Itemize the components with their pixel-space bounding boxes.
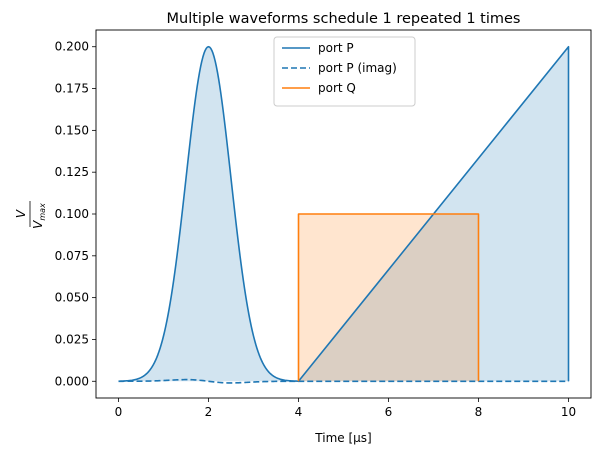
y-label-denominator: Vmax xyxy=(31,203,47,229)
y-label-numerator: V xyxy=(14,209,28,218)
y-label-denominator-sub: max xyxy=(38,203,47,221)
y-tick-label: 0.050 xyxy=(55,291,89,305)
x-tick-label: 0 xyxy=(115,405,123,419)
legend-label-port-q: port Q xyxy=(318,81,356,95)
series-fill-port-p xyxy=(118,46,569,382)
chart-title: Multiple waveforms schedule 1 repeated 1… xyxy=(167,11,521,27)
x-tick-label: 4 xyxy=(295,405,303,419)
y-tick-label: 0.125 xyxy=(55,165,89,179)
x-tick-label: 10 xyxy=(561,405,576,419)
series-lines xyxy=(118,45,570,384)
x-axis: 0 2 4 6 8 10 xyxy=(115,398,576,419)
legend-label-port-p-imag: port P (imag) xyxy=(318,61,397,75)
legend-label-port-p: port P xyxy=(318,41,354,55)
x-axis-label: Time [μs] xyxy=(314,431,371,445)
x-tick-label: 2 xyxy=(205,405,213,419)
y-tick-label: 0.075 xyxy=(55,249,89,263)
y-tick-label: 0.200 xyxy=(55,40,89,54)
y-axis-label: V Vmax xyxy=(14,201,47,229)
y-tick-label: 0.100 xyxy=(55,207,89,221)
legend: port P port P (imag) port Q xyxy=(273,36,416,107)
x-tick-label: 8 xyxy=(475,405,483,419)
y-tick-label: 0.025 xyxy=(55,332,89,346)
y-tick-label: 0.150 xyxy=(55,123,89,137)
series-line-port-p-imag xyxy=(118,378,569,384)
series-line-port-q xyxy=(297,213,480,382)
y-tick-label: 0.175 xyxy=(55,82,89,96)
series-line-port-p xyxy=(118,45,570,383)
y-tick-label: 0.000 xyxy=(55,374,89,388)
y-axis: 0.000 0.025 0.050 0.075 0.100 0.125 0.150 0.175… xyxy=(55,40,96,388)
x-tick-label: 6 xyxy=(385,405,393,419)
series-fill-port-q xyxy=(298,214,479,382)
series-fills xyxy=(118,46,569,382)
y-label-denominator-base: V xyxy=(31,220,45,229)
